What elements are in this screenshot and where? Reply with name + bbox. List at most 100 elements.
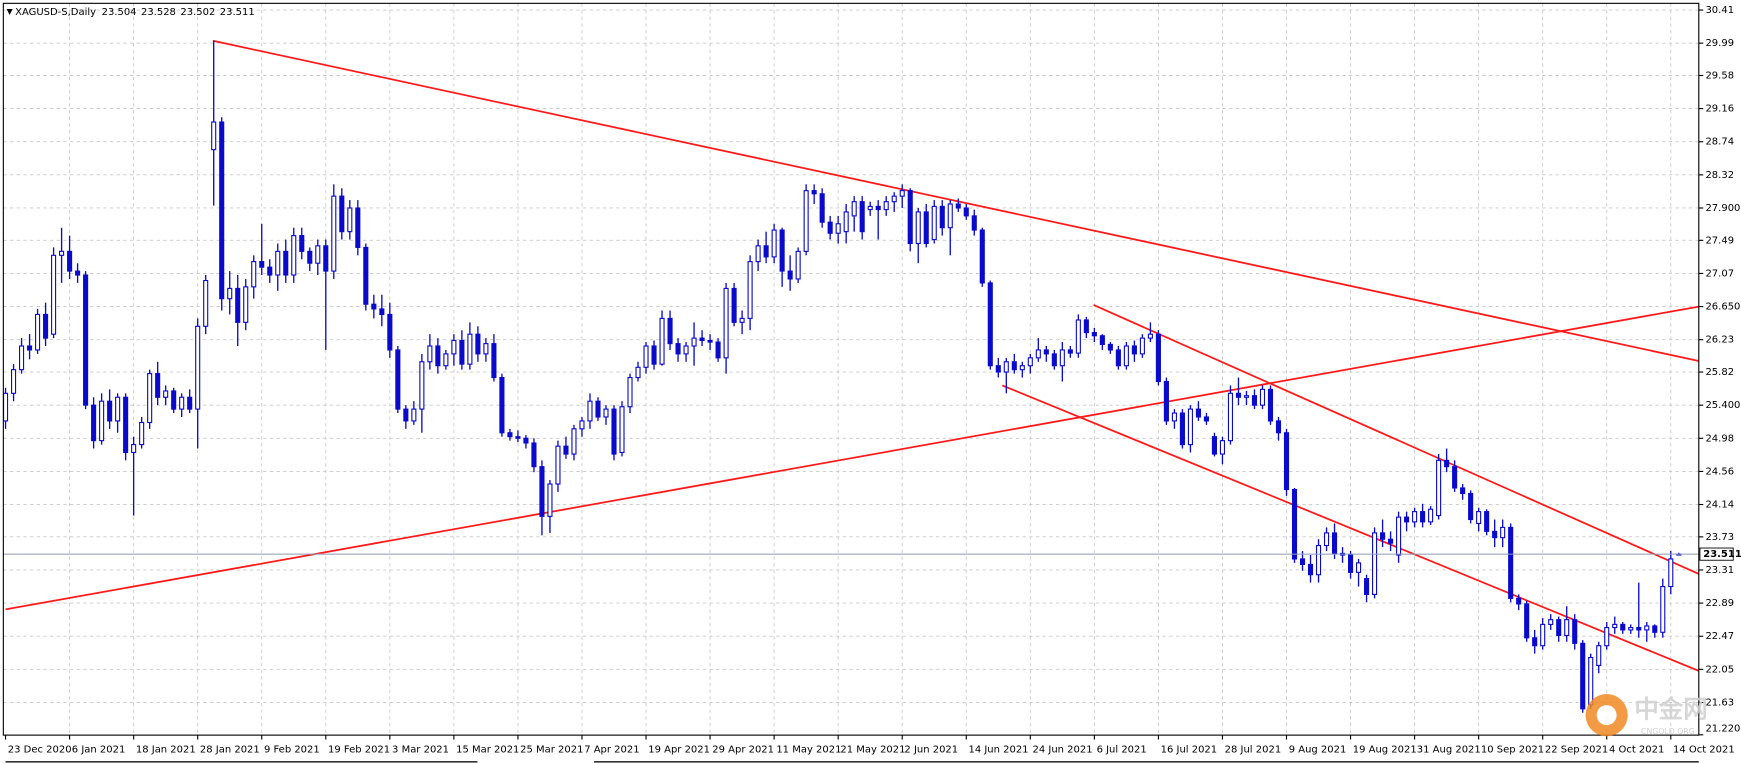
y-tick-label: 29.16: [1705, 104, 1734, 115]
candle-body: [1612, 623, 1618, 629]
candle-body: [1035, 349, 1041, 359]
candle-body: [907, 190, 913, 245]
x-tick-label: 28 Jul 2021: [1225, 745, 1282, 756]
y-tick-label: 30.41: [1705, 5, 1734, 16]
candle-body: [411, 408, 417, 422]
candle-body: [35, 313, 41, 351]
trend-line: [212, 39, 1699, 362]
candle-body: [1372, 532, 1378, 595]
candle-body: [91, 404, 97, 442]
candle-body: [1660, 585, 1666, 633]
candle-body: [291, 235, 297, 276]
candle-body: [915, 211, 921, 245]
x-tick-label: 9 Aug 2021: [1289, 745, 1347, 756]
candle-body: [603, 408, 609, 418]
candle-body: [859, 201, 865, 233]
y-tick-label: 28.74: [1705, 137, 1734, 148]
axes: 30.41 29.99 29.58 29.16 28.74 28.32 27.900 27.4…: [4, 5, 1741, 756]
candle-body: [827, 221, 833, 234]
candle-body: [1051, 353, 1057, 367]
candle-body: [1131, 345, 1137, 355]
x-tick-label: 15 Mar 2021: [456, 745, 519, 756]
x-tick-label: 28 Jan 2021: [200, 745, 260, 756]
candle-body: [1596, 645, 1602, 666]
candle-body: [779, 229, 785, 272]
candle-body: [1115, 349, 1121, 367]
candle-body: [587, 400, 593, 422]
candle-body: [443, 353, 449, 367]
candle-body: [259, 261, 265, 268]
candle-body: [499, 376, 505, 434]
candle-body: [1500, 526, 1506, 539]
x-tick-label: 21 May 2021: [840, 745, 905, 756]
candle-body: [1628, 626, 1634, 631]
y-tick-label: 21.220: [1705, 723, 1740, 734]
candle-body: [1524, 603, 1530, 639]
y-tick-label: 22.89: [1705, 598, 1734, 609]
y-tick-label: 23.31: [1705, 565, 1734, 576]
x-tick-label: 19 Apr 2021: [648, 745, 710, 756]
watermark-text: 中金网: [1634, 695, 1707, 724]
candle-body: [747, 261, 753, 319]
x-tick-label: 6 Jan 2021: [72, 745, 126, 756]
candle-body: [371, 303, 377, 310]
x-tick-label: 31 Aug 2021: [1417, 745, 1481, 756]
candle-body: [171, 390, 177, 410]
candle-body: [3, 392, 9, 422]
header-open: 23.504: [102, 7, 137, 18]
y-tick-label: 29.99: [1705, 38, 1734, 49]
chart-title: XAGUSD-S,Daily: [15, 7, 96, 18]
candle-body: [323, 245, 329, 272]
candle-body: [1299, 558, 1306, 566]
candle-body: [851, 201, 857, 217]
candle-body: [475, 333, 481, 355]
candle-body: [963, 207, 969, 217]
y-tick-label: 28.32: [1705, 170, 1734, 181]
candle-body: [1147, 333, 1153, 339]
candle-body: [187, 396, 193, 410]
candle-body: [1059, 349, 1065, 367]
candle-body: [707, 339, 713, 343]
candle-body: [195, 325, 201, 410]
chart-header: ▼ XAGUSD-S,Daily 23.504 23.528 23.502 23.511: [7, 7, 255, 18]
candle-body: [1171, 412, 1177, 422]
candle-body: [763, 245, 769, 258]
y-tick-label: 22.05: [1705, 664, 1734, 675]
trend-line: [1093, 304, 1699, 575]
candle-body: [931, 205, 937, 241]
candle-body: [923, 211, 929, 245]
candle-body: [251, 261, 257, 288]
candle-body: [811, 190, 817, 195]
candle-body: [347, 207, 353, 233]
candle-body: [483, 343, 489, 355]
candle-body: [99, 400, 105, 442]
candle-body: [1291, 488, 1298, 560]
candle-body: [419, 361, 425, 410]
candle-body: [1508, 526, 1514, 599]
candle-body: [667, 317, 673, 345]
y-tick-label: 22.47: [1705, 631, 1734, 642]
candle-body: [731, 287, 737, 323]
candle-body: [947, 203, 953, 229]
candle-body: [1283, 432, 1290, 491]
candle-body: [507, 432, 513, 438]
candle-body: [563, 445, 569, 455]
candle-body: [1636, 626, 1642, 631]
candle-body: [43, 313, 49, 339]
y-tick-label: 21.63: [1705, 697, 1734, 708]
y-tick-label: 27.49: [1705, 235, 1734, 246]
candle-body: [619, 406, 625, 454]
x-tick-label: 14 Jun 2021: [968, 745, 1028, 756]
y-tick-label: 27.900: [1705, 203, 1740, 214]
x-tick-label: 6 Jul 2021: [1097, 745, 1147, 756]
candle-body: [1323, 532, 1330, 547]
x-tick-label: 24 Jun 2021: [1033, 745, 1093, 756]
candle-body: [955, 203, 961, 209]
candle-body: [1428, 508, 1434, 523]
candle-body: [1267, 388, 1274, 422]
candle-body: [1532, 637, 1538, 647]
candle-body: [787, 270, 793, 280]
candle-body: [1444, 459, 1450, 468]
candles: [3, 40, 1699, 713]
